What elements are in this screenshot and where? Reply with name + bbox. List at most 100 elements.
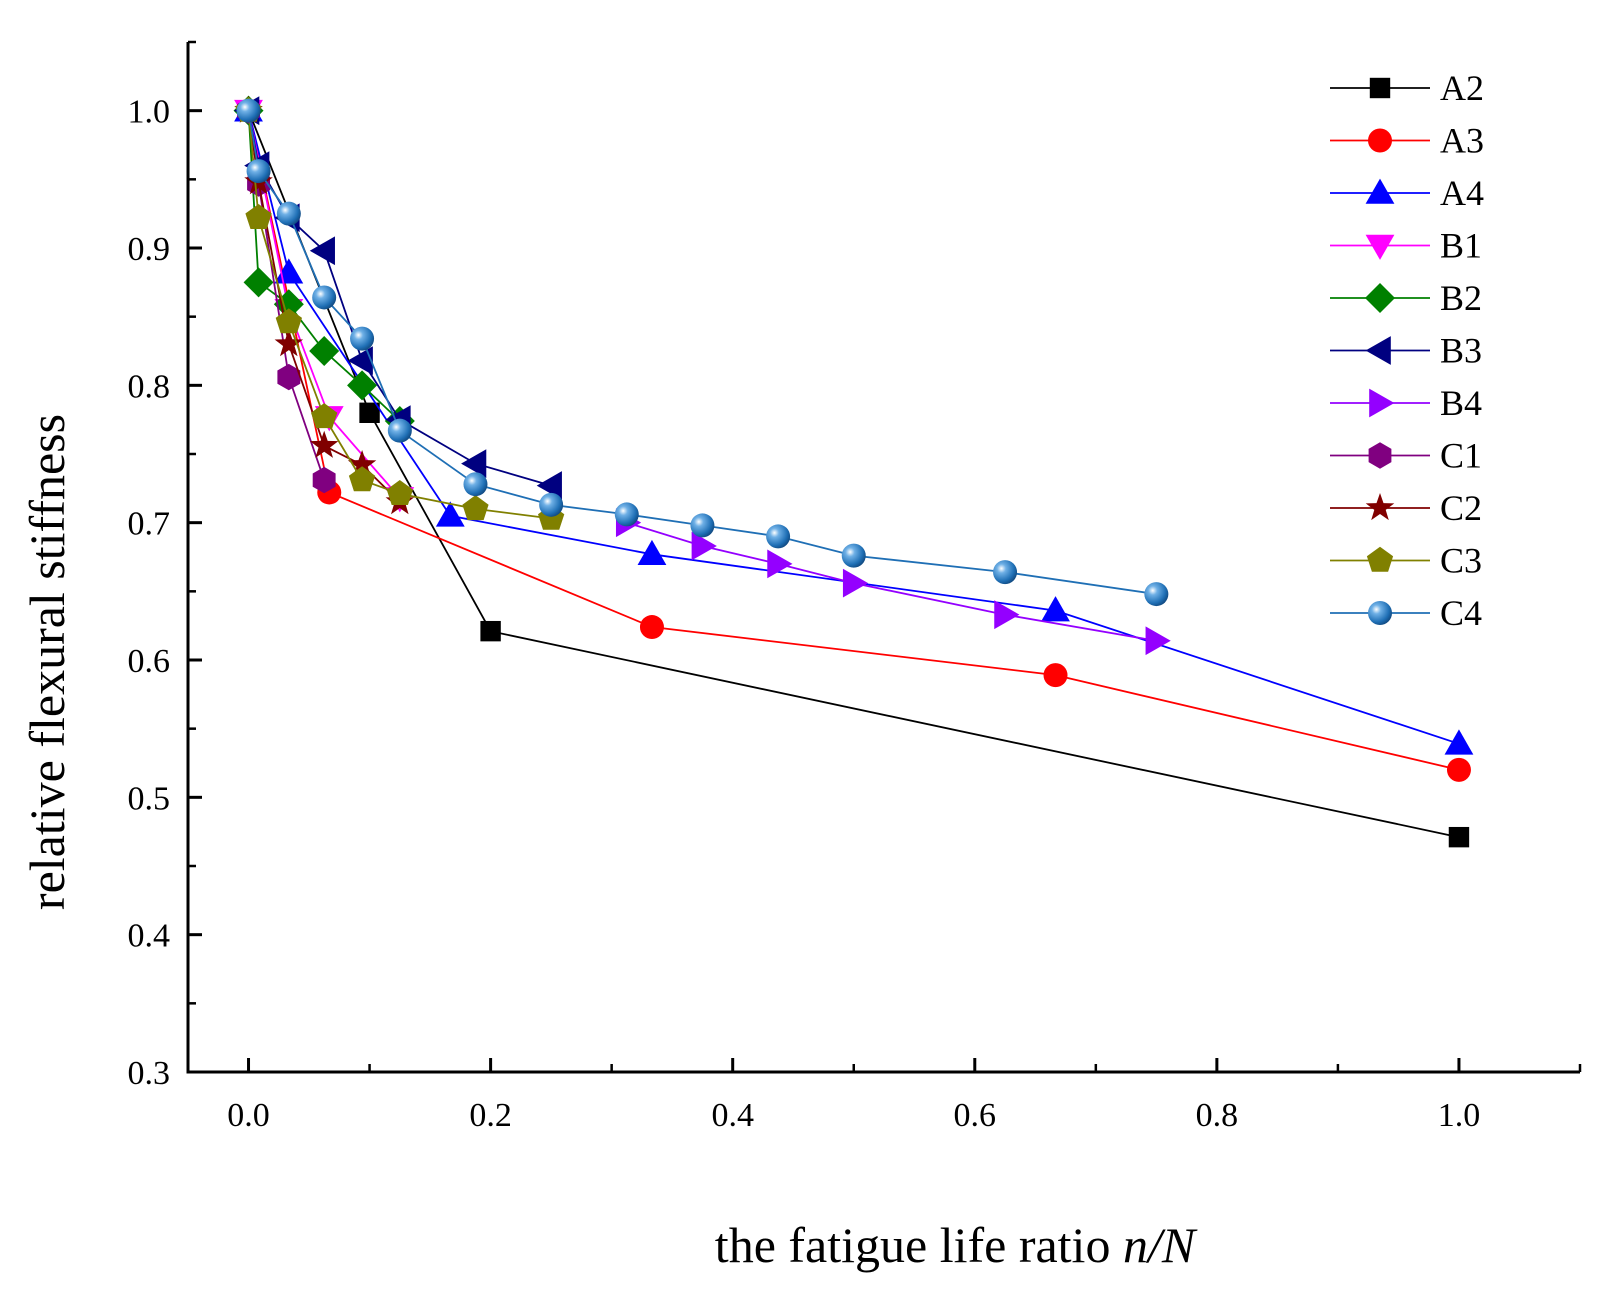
legend-item-c1: C1 [1330, 436, 1482, 476]
point-b4 [691, 531, 717, 561]
y-tick-label: 0.9 [128, 231, 171, 268]
point-c1 [312, 466, 336, 494]
legend-label-b4: B4 [1440, 383, 1482, 423]
point-c4 [350, 326, 375, 351]
legend-marker-b2 [1365, 283, 1395, 313]
legend-label-b1: B1 [1440, 226, 1482, 266]
series-line-c3 [247, 110, 552, 520]
legend-marker-a3 [1368, 128, 1392, 153]
point-a4 [637, 539, 667, 566]
point-c4 [690, 513, 715, 538]
legend-marker-c2 [1365, 493, 1395, 521]
point-a2 [1448, 826, 1470, 848]
series-b2 [233, 95, 415, 437]
legend-item-a2: A2 [1330, 68, 1484, 108]
point-a4 [435, 501, 465, 527]
legend-marker-c3 [1366, 546, 1394, 572]
legend-marker-b4 [1369, 388, 1395, 418]
series-line-a2 [247, 110, 1460, 839]
x-tick-label: 0.4 [711, 1097, 754, 1134]
point-c2 [274, 329, 304, 357]
series-line-b4 [626, 521, 1157, 642]
point-c3 [275, 308, 302, 334]
point-c4 [246, 159, 271, 184]
y-axis-title: relative flexural stiffness [19, 414, 75, 910]
legend-marker-b3 [1365, 336, 1391, 365]
point-b4 [767, 549, 793, 579]
plot-series [233, 95, 1474, 848]
x-axis-title: the fatigue life ratio n/N [715, 1217, 1198, 1273]
point-c4 [993, 560, 1018, 585]
legend-label-a4: A4 [1440, 173, 1484, 213]
legend-label-c3: C3 [1440, 541, 1482, 581]
point-c4 [276, 201, 301, 226]
point-b2 [347, 370, 378, 401]
point-a4 [1041, 596, 1070, 622]
point-a3 [1446, 757, 1471, 782]
point-c3 [245, 204, 272, 229]
point-a3 [639, 615, 664, 640]
point-c2 [347, 450, 377, 478]
point-b3 [536, 471, 562, 500]
legend-label-c1: C1 [1440, 436, 1482, 476]
legend-marker-b1 [1365, 234, 1395, 260]
y-tick-label: 0.7 [128, 506, 171, 543]
legend-marker-c4 [1368, 601, 1392, 625]
legend-label-a2: A2 [1440, 68, 1484, 108]
x-axis-title-prefix: the fatigue life ratio [715, 1217, 1123, 1273]
point-b3 [461, 449, 487, 479]
x-tick-label: 1.0 [1438, 1097, 1481, 1134]
series-c3 [235, 96, 565, 530]
legend-marker-a2 [1369, 77, 1391, 99]
legend-item-b4: B4 [1330, 383, 1482, 423]
legend-label-a3: A3 [1440, 121, 1484, 161]
point-b4 [994, 600, 1020, 630]
point-b2 [243, 267, 274, 298]
series-a3 [236, 98, 1471, 782]
y-tick-label: 0.6 [128, 643, 171, 680]
point-c2 [309, 430, 339, 458]
legend-marker-a4 [1365, 178, 1395, 204]
series-a4 [234, 96, 1474, 755]
point-c3 [462, 495, 489, 521]
series-line-a3 [247, 110, 1460, 771]
x-tick-label: 0.0 [227, 1097, 270, 1134]
legend-label-b2: B2 [1440, 278, 1482, 318]
point-a3 [1043, 663, 1068, 688]
x-tick-label: 0.2 [469, 1097, 512, 1134]
legend-label-c2: C2 [1440, 488, 1482, 528]
series-c4 [236, 98, 1169, 607]
y-tick-label: 0.3 [128, 1055, 171, 1092]
point-b4 [842, 568, 869, 598]
point-c4 [1144, 582, 1169, 607]
legend-item-b1: B1 [1330, 226, 1482, 266]
point-c3 [348, 466, 376, 492]
x-tick-label: 0.6 [954, 1097, 997, 1134]
point-b4 [1145, 626, 1171, 656]
point-c4 [463, 472, 488, 497]
point-a2 [480, 620, 501, 642]
point-a4 [1444, 729, 1474, 755]
legend-item-c3: C3 [1330, 541, 1482, 581]
legend-item-a3: A3 [1330, 121, 1484, 161]
y-tick-label: 0.8 [128, 368, 171, 405]
plot-axes: 0.3 0.4 0.5 0.6 0.7 0.8 0.9 1.0 0.0 0.2 0.4 0.6 0.8 1… [128, 40, 1582, 1134]
point-b2 [309, 336, 340, 366]
point-c3 [386, 480, 413, 505]
legend-item-b3: B3 [1330, 331, 1482, 371]
y-tick-label: 1.0 [128, 94, 171, 131]
point-c4 [387, 418, 412, 443]
point-c4 [539, 492, 564, 517]
point-c1 [277, 363, 301, 391]
point-b3 [347, 346, 373, 376]
point-c4 [766, 524, 791, 549]
x-tick-label: 0.8 [1196, 1097, 1239, 1134]
point-c4 [312, 285, 337, 310]
legend-item-c4: C4 [1330, 593, 1482, 633]
legend-label-b3: B3 [1440, 331, 1482, 371]
point-c4 [236, 98, 261, 123]
legend-marker-c1 [1368, 442, 1392, 469]
legend-label-c4: C4 [1440, 593, 1482, 633]
series-line-c4 [247, 110, 1157, 595]
